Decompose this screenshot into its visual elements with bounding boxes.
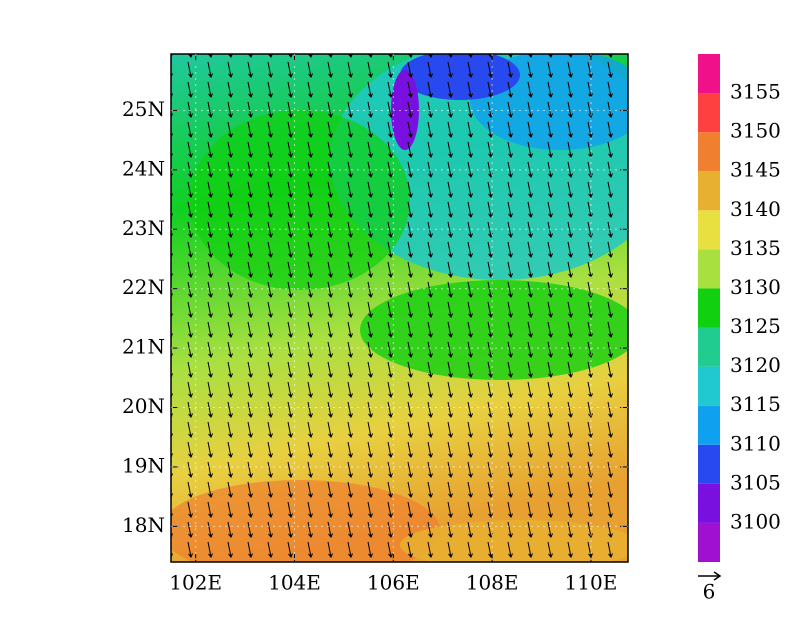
colorbar-box [698,210,720,250]
y-tick-label: 21N [122,335,165,359]
colorbar-box [698,249,720,289]
colorbar-box [698,405,720,445]
colorbar-box [698,93,720,133]
x-tick-label: 104E [268,571,321,595]
colorbar-label: 3135 [730,236,781,260]
colorbar-box [698,327,720,367]
reference-arrow-head [713,571,722,581]
colorbar-label: 3115 [730,392,781,416]
colorbar-box [698,483,720,523]
x-tick-label: 108E [466,571,519,595]
colorbar-label: 3110 [730,431,781,455]
map-frame [170,53,629,563]
colorbar-label: 3140 [730,197,781,221]
x-tick-label: 106E [367,571,420,595]
reference-label: 6 [703,580,716,604]
y-tick-label: 24N [122,156,165,180]
colorbar-label: 3130 [730,275,781,299]
y-tick-label: 19N [122,453,165,477]
field [171,54,628,562]
colorbar-box [698,132,720,172]
colorbar-label: 3100 [730,509,781,533]
y-tick-label: 20N [122,394,165,418]
y-tick-label: 25N [122,97,165,121]
colorbar-label: 3125 [730,314,781,338]
y-tick-label: 23N [122,216,165,240]
colorbar-label: 3145 [730,158,781,182]
x-tick-label: 110E [565,571,618,595]
y-tick-label: 22N [122,275,165,299]
colorbar-box [698,522,720,562]
colorbar-box [698,444,720,484]
colorbar-box [698,288,720,328]
y-tick-label: 18N [122,513,165,537]
colorbar-label: 3150 [730,119,781,143]
colorbar-box [698,171,720,211]
colorbar-label: 3155 [730,80,781,104]
colorbar-label: 3105 [730,470,781,494]
colorbar-label: 3120 [730,353,781,377]
x-tick-label: 102E [169,571,222,595]
colorbar-box [698,366,720,406]
colorbar-box [698,54,720,94]
